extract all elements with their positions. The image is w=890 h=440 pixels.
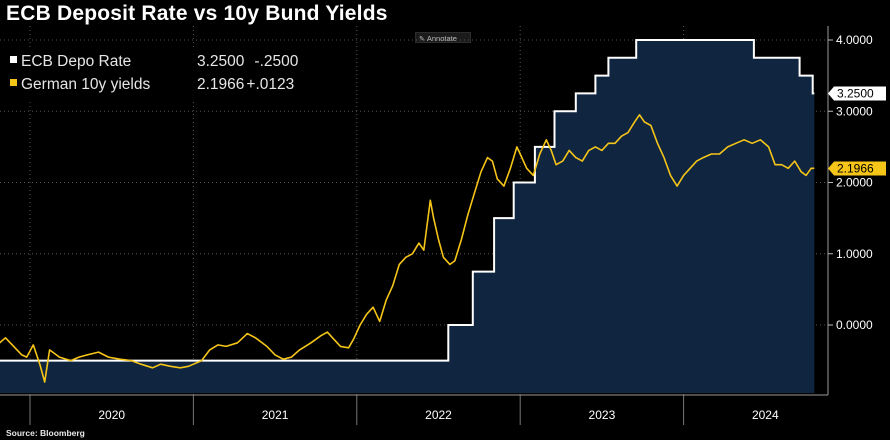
legend-value: 2.1966 bbox=[197, 76, 245, 93]
y-tick-label: 3.0000 bbox=[836, 104, 873, 118]
y-tick-label: 2.0000 bbox=[836, 176, 873, 190]
annotate-button[interactable]: ✎ Annotate bbox=[415, 32, 471, 43]
annotate-label: Annotate bbox=[426, 34, 457, 43]
pencil-icon: ✎ bbox=[419, 36, 425, 43]
legend-swatch-white bbox=[10, 56, 17, 63]
x-tick-label: 2021 bbox=[262, 408, 289, 422]
german-10y-yields-line bbox=[0, 114, 815, 383]
x-tick-label: 2024 bbox=[752, 408, 779, 422]
legend-change: -.2500 bbox=[254, 53, 299, 70]
german-10y-yields-value-tag bbox=[828, 161, 886, 176]
legend-item-german-10y-yields[interactable]: German 10y yields 2.1966 +.0123 bbox=[10, 76, 294, 98]
source-note: Source: Bloomberg bbox=[6, 428, 85, 438]
legend-label: ECB Depo Rate bbox=[21, 53, 132, 70]
x-tick-label: 2023 bbox=[589, 408, 616, 422]
y-tick-label: 4.0000 bbox=[836, 33, 873, 47]
legend-value: 3.2500 bbox=[197, 53, 245, 70]
ecb-depo-rate-value-tag-label: 3.2500 bbox=[837, 86, 874, 100]
x-tick-label: 2020 bbox=[98, 408, 125, 422]
y-tick-label: 1.0000 bbox=[836, 247, 873, 261]
ecb-depo-rate-line bbox=[0, 39, 815, 362]
legend-change: +.0123 bbox=[246, 76, 295, 93]
chart-title: ECB Deposit Rate vs 10y Bund Yields bbox=[6, 2, 388, 25]
german-10y-yields-value-tag-label: 2.1966 bbox=[837, 161, 874, 175]
legend-item-ecb-depo-rate[interactable]: ECB Depo Rate 3.2500 -.2500 bbox=[10, 53, 298, 75]
y-tick-label: 0.0000 bbox=[836, 318, 873, 332]
legend: ECB Depo Rate 3.2500 -.2500 German 10y yie… bbox=[4, 49, 310, 101]
legend-label: German 10y yields bbox=[21, 76, 151, 93]
ecb-depo-rate-area bbox=[0, 40, 815, 393]
ecb-depo-rate-value-tag bbox=[828, 86, 886, 101]
legend-swatch-yellow bbox=[10, 79, 17, 86]
x-tick-label: 2022 bbox=[425, 408, 452, 422]
